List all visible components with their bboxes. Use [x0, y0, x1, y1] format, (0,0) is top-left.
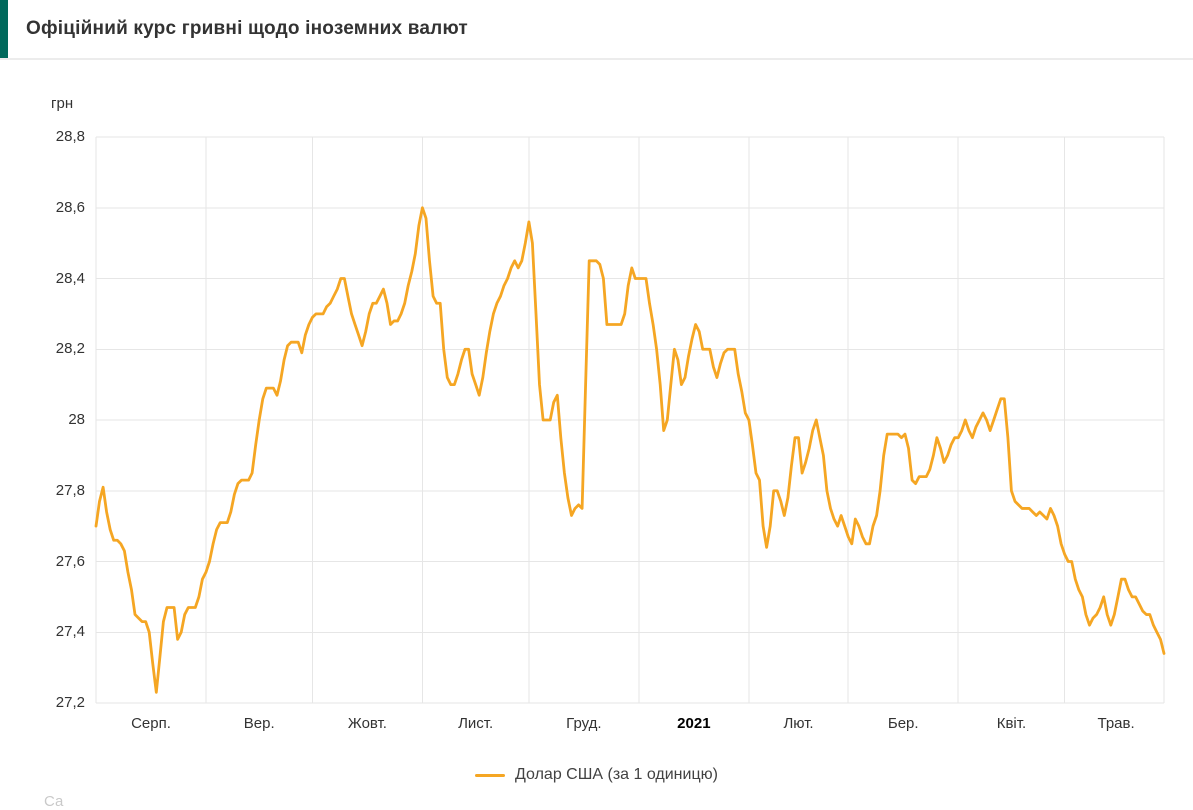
x-tick-label: Груд. — [566, 715, 602, 732]
exchange-rate-chart: грн 28,8 28,6 28,4 28,2 28 27,8 27,6 27,4 27,2 С… — [0, 60, 1193, 810]
legend-series-label: Долар США (за 1 одиницю) — [515, 766, 718, 783]
x-tick-label: Квіт. — [996, 715, 1027, 732]
legend-line-marker — [475, 773, 506, 777]
header-accent-bar — [0, 0, 8, 58]
y-tick-label: 27,8 — [55, 481, 85, 499]
x-tick-label: Серп. — [131, 715, 171, 732]
y-tick-label: 28,4 — [55, 269, 85, 287]
page-title: Офіційний курс гривні щодо іноземних вал… — [26, 18, 468, 39]
x-tick-label: Вер. — [243, 715, 275, 732]
y-tick-label: 28,6 — [55, 198, 85, 216]
x-tick-label: Трав. — [1097, 715, 1135, 732]
y-tick-label: 28,2 — [55, 340, 85, 358]
x-tick-label: Лют. — [783, 715, 814, 732]
usd-rate-line[interactable] — [94, 206, 1166, 694]
watermark-logo: Са — [44, 793, 64, 810]
x-tick-label: Лист. — [458, 715, 494, 732]
page-header: Офіційний курс гривні щодо іноземних вал… — [0, 0, 1193, 60]
y-tick-label: 28,8 — [55, 128, 85, 145]
x-tick-label: 2021 — [677, 715, 711, 732]
x-tick-label: Жовт. — [347, 715, 387, 732]
y-tick-label: 28 — [68, 411, 85, 428]
y-tick-label: 27,6 — [55, 552, 85, 570]
legend-item-usd[interactable]: Долар США (за 1 одиницю) — [0, 766, 1193, 784]
y-tick-label: 27,2 — [55, 694, 85, 711]
chart-canvas[interactable] — [0, 60, 1193, 808]
x-tick-label: Бер. — [887, 715, 919, 732]
y-axis-unit-label: грн — [51, 95, 74, 112]
y-tick-label: 27,4 — [55, 623, 85, 641]
